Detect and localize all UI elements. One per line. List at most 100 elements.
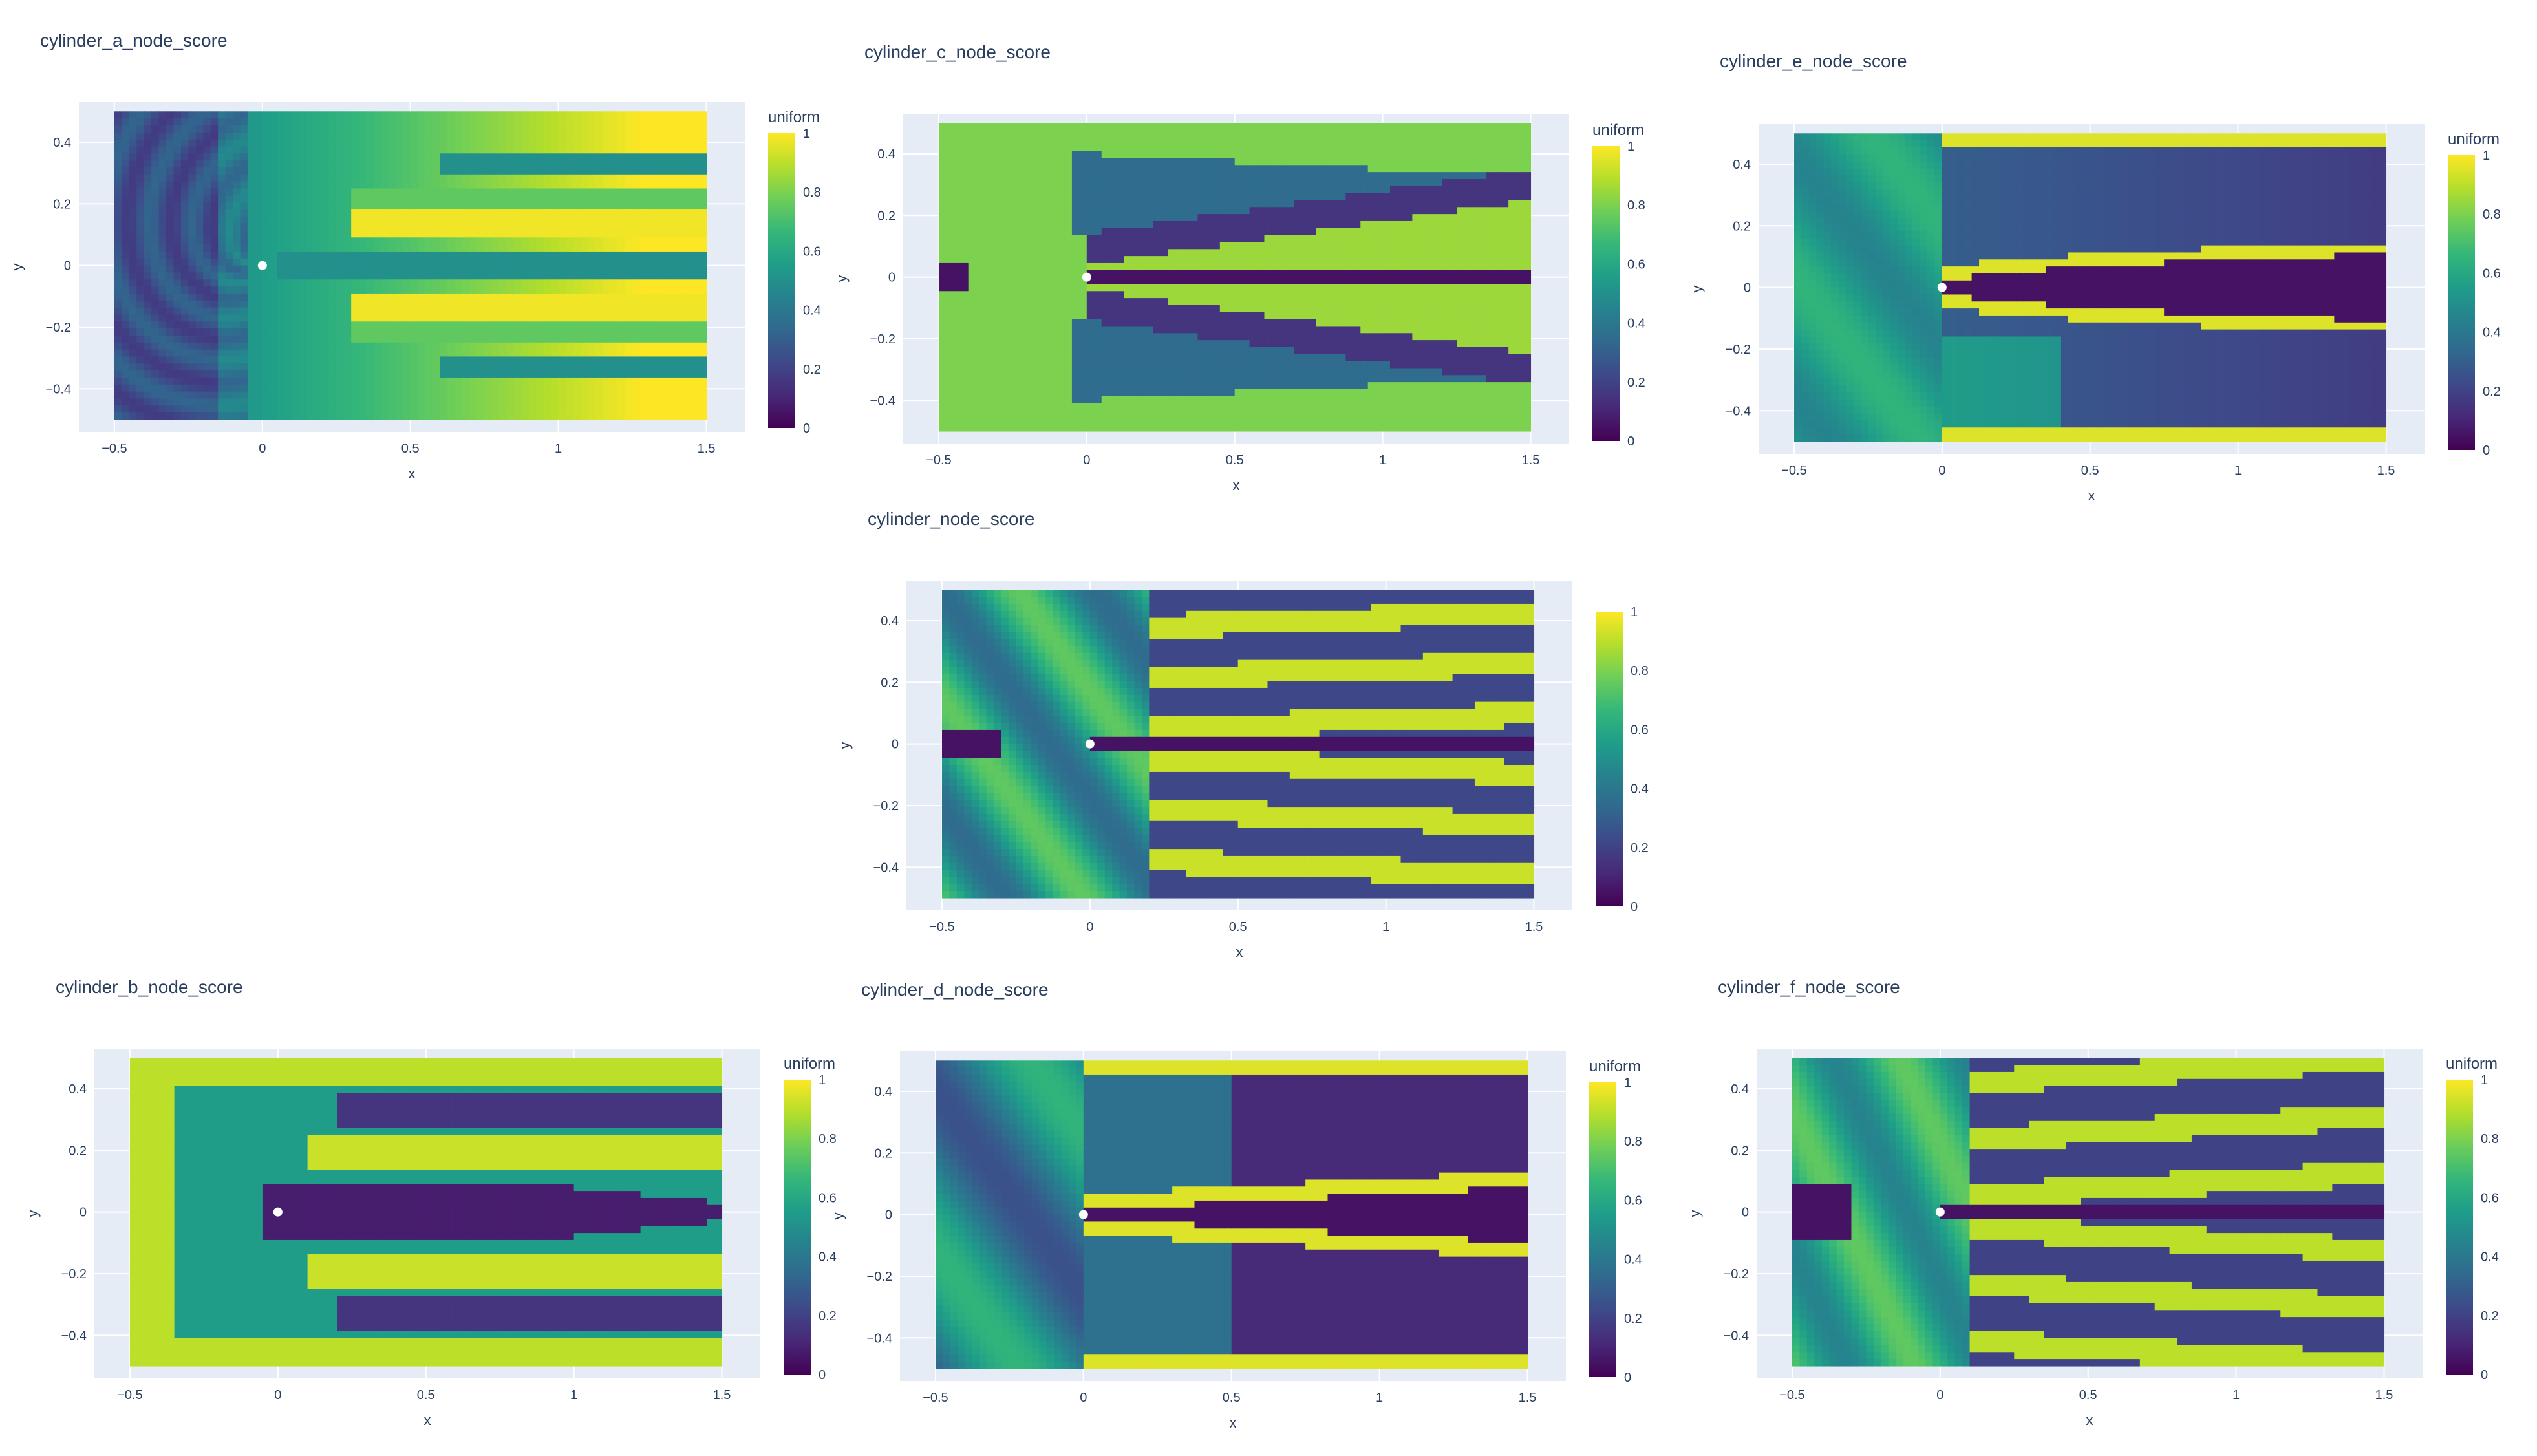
heatmap-cell xyxy=(573,258,581,266)
heatmap-cell xyxy=(603,174,611,182)
heatmap-cell xyxy=(395,181,403,189)
heatmap-cell xyxy=(358,286,367,294)
heatmap-cell xyxy=(968,178,976,187)
heatmap-cell xyxy=(528,258,537,266)
heatmap-cell xyxy=(1057,277,1065,285)
heatmap-cell xyxy=(1109,375,1117,383)
heatmap-cell xyxy=(314,216,322,224)
heatmap-cell xyxy=(210,111,219,119)
heatmap-cell xyxy=(976,151,984,159)
heatmap-cell xyxy=(380,118,389,126)
heatmap-cell xyxy=(1071,242,1080,250)
heatmap-cell xyxy=(1116,354,1124,362)
heatmap-cell xyxy=(306,216,315,224)
heatmap-cell xyxy=(410,412,418,420)
heatmap-cell xyxy=(676,335,685,343)
heatmap-cell xyxy=(543,216,551,224)
heatmap-cell xyxy=(573,279,581,287)
heatmap-cell xyxy=(425,188,433,196)
heatmap-cell xyxy=(1057,200,1065,208)
heatmap-cell xyxy=(506,223,515,231)
heatmap-cell xyxy=(447,405,455,413)
heatmap-cell xyxy=(491,293,500,301)
heatmap-cell xyxy=(306,349,315,358)
heatmap-cell xyxy=(938,277,947,285)
heatmap-cell xyxy=(990,277,999,285)
heatmap-cell xyxy=(151,167,160,175)
heatmap-cell xyxy=(639,314,648,322)
heatmap-cell xyxy=(292,300,300,308)
heatmap-cell xyxy=(998,319,1006,327)
heatmap-cell xyxy=(491,286,500,294)
heatmap-cell xyxy=(277,391,285,400)
heatmap-cell xyxy=(240,314,248,322)
heatmap-cell xyxy=(491,139,500,147)
heatmap-cell xyxy=(684,356,692,364)
heatmap-cell xyxy=(588,405,596,413)
heatmap-cell xyxy=(566,139,574,147)
heatmap-cell xyxy=(1012,193,1021,201)
heatmap-cell xyxy=(203,321,211,329)
heatmap-cell xyxy=(521,314,530,322)
heatmap-cell xyxy=(225,188,233,196)
heatmap-cell xyxy=(373,209,381,217)
heatmap-cell xyxy=(1101,410,1109,418)
heatmap-cell xyxy=(476,111,485,119)
heatmap-cell xyxy=(328,139,337,147)
heatmap-cell xyxy=(1109,165,1117,173)
heatmap-cell xyxy=(151,237,160,245)
heatmap-cell xyxy=(625,160,633,168)
heatmap-cell xyxy=(654,188,663,196)
heatmap-cell xyxy=(351,230,359,238)
heatmap-cell xyxy=(1168,319,1176,327)
heatmap-cell xyxy=(351,412,359,420)
heatmap-cell xyxy=(240,300,248,308)
heatmap-cell xyxy=(669,300,678,308)
heatmap-cell xyxy=(455,314,463,322)
heatmap-cell xyxy=(210,244,219,252)
heatmap-cell xyxy=(1116,256,1124,264)
heatmap-cell xyxy=(603,272,611,280)
heatmap-cell xyxy=(1034,172,1043,180)
heatmap-cell xyxy=(610,391,618,400)
heatmap-cell xyxy=(358,216,367,224)
heatmap-cell xyxy=(976,193,984,201)
heatmap-cell xyxy=(180,139,189,147)
heatmap-cell xyxy=(380,216,389,224)
heatmap-cell xyxy=(1057,319,1065,327)
colorbar-tick-label: 0.4 xyxy=(803,304,821,318)
heatmap-cell xyxy=(240,405,248,413)
heatmap-cell xyxy=(395,209,403,217)
heatmap-cell xyxy=(558,349,566,358)
heatmap-cell xyxy=(122,412,130,420)
heatmap-cell xyxy=(513,391,522,400)
heatmap-cell xyxy=(484,153,493,161)
heatmap-cell xyxy=(1049,375,1058,383)
heatmap-cell xyxy=(1146,123,1154,131)
heatmap-cell xyxy=(314,209,322,217)
heatmap-cell xyxy=(136,321,145,329)
heatmap-cell xyxy=(1020,186,1028,194)
heatmap-cell xyxy=(373,111,381,119)
heatmap-cell xyxy=(1146,333,1154,341)
heatmap-cell xyxy=(1109,403,1117,411)
heatmap-cell xyxy=(321,195,330,203)
heatmap-cell xyxy=(625,342,633,350)
heatmap-cell xyxy=(1079,249,1087,257)
heatmap-cell xyxy=(388,181,396,189)
heatmap-cell xyxy=(410,265,418,273)
heatmap-cell xyxy=(558,391,566,400)
heatmap-cell xyxy=(166,363,175,371)
heatmap-cell xyxy=(410,279,418,287)
heatmap-cell xyxy=(158,160,167,168)
heatmap-cell xyxy=(1034,284,1043,292)
heatmap-cell xyxy=(277,321,285,329)
heatmap-cell xyxy=(188,398,197,406)
heatmap-cell xyxy=(388,293,396,301)
heatmap-cell xyxy=(195,328,204,336)
heatmap-cell xyxy=(292,279,300,287)
heatmap-cell xyxy=(1086,207,1095,215)
heatmap-cell xyxy=(573,216,581,224)
heatmap-cell xyxy=(625,321,633,329)
heatmap-cell xyxy=(1116,417,1124,425)
